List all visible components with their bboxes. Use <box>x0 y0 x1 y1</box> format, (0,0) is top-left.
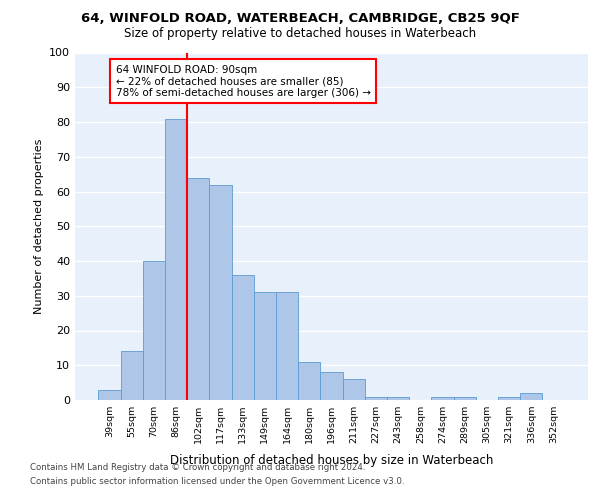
Bar <box>121 352 143 400</box>
Bar <box>431 396 454 400</box>
Bar <box>498 396 520 400</box>
Text: Contains public sector information licensed under the Open Government Licence v3: Contains public sector information licen… <box>30 477 404 486</box>
Bar <box>365 396 387 400</box>
Text: 64, WINFOLD ROAD, WATERBEACH, CAMBRIDGE, CB25 9QF: 64, WINFOLD ROAD, WATERBEACH, CAMBRIDGE,… <box>80 12 520 25</box>
Bar <box>254 292 276 400</box>
Bar <box>165 118 187 400</box>
Bar <box>454 396 476 400</box>
Y-axis label: Number of detached properties: Number of detached properties <box>34 138 44 314</box>
Bar <box>298 362 320 400</box>
Bar <box>232 275 254 400</box>
Bar <box>98 390 121 400</box>
Bar <box>143 261 165 400</box>
Text: Contains HM Land Registry data © Crown copyright and database right 2024.: Contains HM Land Registry data © Crown c… <box>30 464 365 472</box>
Text: Size of property relative to detached houses in Waterbeach: Size of property relative to detached ho… <box>124 28 476 40</box>
Bar <box>387 396 409 400</box>
Bar <box>320 372 343 400</box>
X-axis label: Distribution of detached houses by size in Waterbeach: Distribution of detached houses by size … <box>170 454 493 468</box>
Bar <box>343 379 365 400</box>
Bar <box>209 184 232 400</box>
Text: 64 WINFOLD ROAD: 90sqm
← 22% of detached houses are smaller (85)
78% of semi-det: 64 WINFOLD ROAD: 90sqm ← 22% of detached… <box>116 64 371 98</box>
Bar <box>276 292 298 400</box>
Bar <box>187 178 209 400</box>
Bar <box>520 393 542 400</box>
